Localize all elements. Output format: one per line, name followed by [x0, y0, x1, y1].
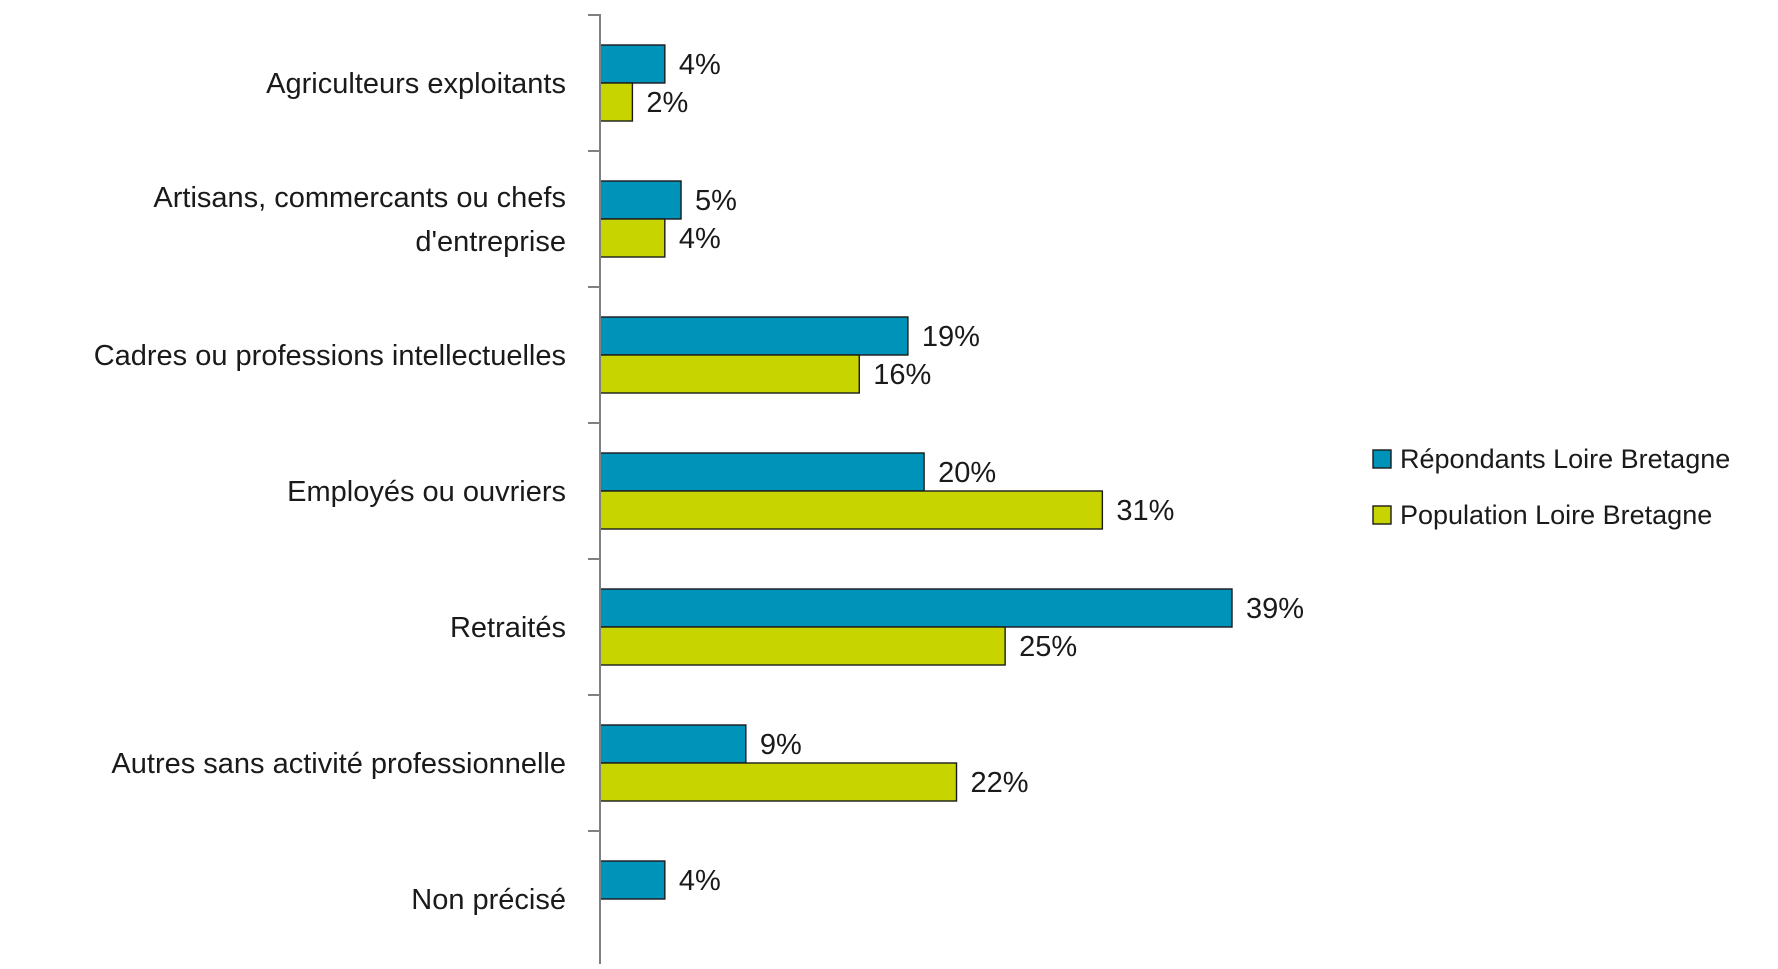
bar-population [599, 626, 1006, 666]
category-label: Non précisé [411, 884, 566, 916]
bar-repondants [599, 44, 666, 84]
axis-layer [588, 14, 601, 964]
category-label-line: Autres sans activité professionnelle [111, 748, 566, 780]
bars-layer [599, 44, 1233, 900]
data-label: 4% [679, 49, 721, 81]
bar-population [599, 218, 666, 258]
category-label-line: Employés ou ouvriers [287, 476, 566, 508]
bar-repondants [599, 452, 925, 492]
data-label: 4% [679, 223, 721, 255]
bar-repondants [599, 588, 1233, 628]
category-label-line: Retraités [450, 612, 566, 644]
data-label: 19% [922, 321, 980, 353]
category-label-line: Cadres ou professions intellectuelles [94, 340, 566, 372]
data-label: 16% [873, 359, 931, 391]
category-label: Artisans, commercants ou chefs d'entrepri… [153, 182, 566, 258]
legend-swatch [1372, 449, 1392, 469]
category-label: Autres sans activité professionnelle [111, 748, 566, 780]
data-label: 31% [1116, 495, 1174, 527]
category-label: Employés ou ouvriers [287, 476, 566, 508]
category-label: Agriculteurs exploitants [266, 68, 566, 100]
labels-layer: Agriculteurs exploitants 4% 2% Artisans, co… [94, 49, 1304, 916]
data-label: 2% [646, 87, 688, 119]
data-label: 5% [695, 185, 737, 217]
bar-repondants [599, 724, 747, 764]
category-label-line: Non précisé [411, 884, 566, 916]
category-label-line: Agriculteurs exploitants [266, 68, 566, 100]
category-label-line: Artisans, commercants ou chefs [153, 182, 566, 214]
category-label: Retraités [450, 612, 566, 644]
data-label: 22% [971, 767, 1029, 799]
bar-population [599, 354, 860, 394]
category-label: Cadres ou professions intellectuelles [94, 340, 566, 372]
data-label: 39% [1246, 593, 1304, 625]
legend: Répondants Loire Bretagne Population Loir… [1372, 444, 1730, 530]
bar-population [599, 490, 1104, 530]
data-label: 9% [760, 729, 802, 761]
bar-repondants [599, 180, 682, 220]
legend-swatch [1372, 505, 1392, 525]
data-label: 20% [938, 457, 996, 489]
data-label: 25% [1019, 631, 1077, 663]
bar-population [599, 82, 634, 122]
legend-label: Population Loire Bretagne [1400, 500, 1712, 530]
data-label: 4% [679, 865, 721, 897]
bar-repondants [599, 316, 909, 356]
bar-repondants [599, 860, 666, 900]
bar-population [599, 762, 958, 802]
legend-label: Répondants Loire Bretagne [1400, 444, 1730, 474]
category-label-line: d'entreprise [415, 226, 566, 258]
